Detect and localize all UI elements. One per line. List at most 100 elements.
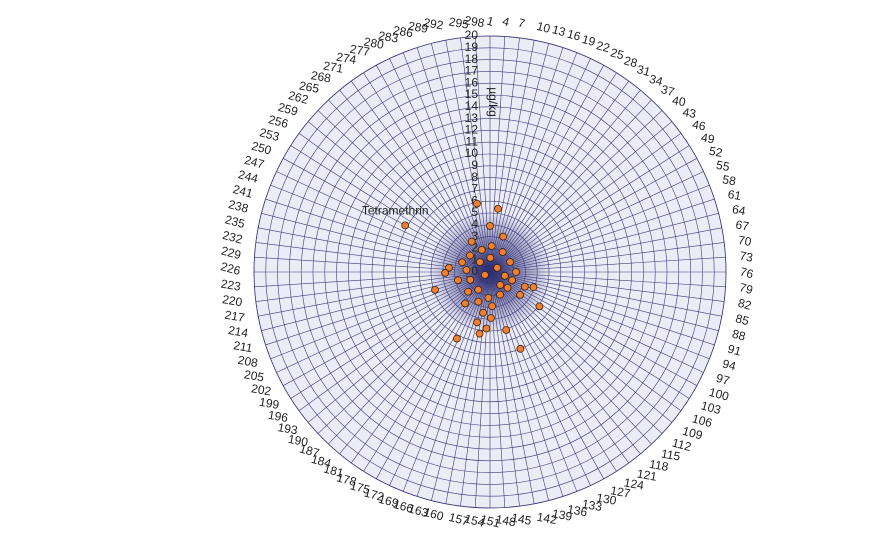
- data-point: [473, 199, 481, 208]
- angular-tick-label: 163: [407, 501, 430, 520]
- angular-tick-label: 154: [463, 511, 486, 530]
- data-point: [458, 258, 467, 267]
- angular-tick-label: 232: [221, 228, 244, 247]
- angular-tick-label: 73: [738, 249, 754, 265]
- angular-tick-label: 127: [609, 483, 631, 500]
- angular-tick-label: 88: [731, 327, 748, 344]
- angular-tick-label: 37: [660, 82, 677, 99]
- radial-grid-ring: [348, 130, 632, 414]
- data-point: [516, 290, 524, 299]
- radial-grid-ring: [253, 35, 727, 509]
- radial-tick-label: 2: [471, 241, 478, 255]
- data-point: [520, 282, 529, 291]
- angular-tick-label: 43: [682, 105, 698, 121]
- angular-tick-label: 76: [738, 264, 755, 281]
- angular-tick-label: 235: [223, 212, 246, 231]
- data-point: [482, 324, 491, 333]
- data-point: [473, 318, 481, 327]
- radial-tick-label: 18: [465, 52, 479, 66]
- angular-tick-label: 178: [335, 470, 358, 489]
- data-point: [466, 275, 475, 284]
- angular-tick-label: 133: [581, 497, 603, 514]
- data-point: [512, 268, 520, 276]
- angular-tick-label: 199: [258, 395, 280, 412]
- angular-tick-label: 100: [707, 385, 730, 404]
- angular-tick-label: 115: [660, 447, 682, 464]
- center-shading: [428, 210, 552, 334]
- angular-tick-label: 181: [322, 462, 345, 481]
- angular-tick-label: 271: [322, 59, 344, 76]
- angular-tick-label: 124: [623, 475, 645, 492]
- angular-tick-label: 298: [463, 13, 485, 30]
- angular-tick-label: 220: [221, 292, 243, 309]
- angular-tick-label: 79: [738, 280, 755, 297]
- angular-tick-label: 67: [735, 217, 751, 233]
- angular-tick-label: 1: [485, 14, 495, 29]
- angular-tick-label: 130: [595, 490, 617, 507]
- radial-grid-ring: [359, 141, 621, 403]
- data-point: [487, 242, 496, 250]
- radial-tick-label: 20: [465, 28, 479, 42]
- data-point: [503, 283, 512, 292]
- angular-tick-label: 52: [708, 144, 724, 160]
- angular-tick-label: 49: [700, 130, 716, 146]
- radial-grid-ring: [300, 82, 680, 462]
- angular-tick-label: 262: [287, 88, 310, 107]
- radial-grid-ring: [277, 59, 703, 485]
- angular-tick-label: 205: [243, 367, 265, 384]
- angular-tick-label: 25: [609, 45, 626, 62]
- angular-tick-label: 211: [232, 338, 254, 355]
- angular-tick-label: 157: [447, 510, 470, 529]
- angular-tick-label: 259: [276, 100, 299, 119]
- angular-tick-label: 283: [377, 28, 399, 45]
- data-point: [474, 297, 483, 306]
- angular-tick-label: 112: [671, 436, 693, 455]
- radial-tick-label: 7: [471, 182, 478, 196]
- angular-tick-label: 244: [237, 167, 260, 186]
- radial-grid-ring: [265, 47, 715, 497]
- angular-tick-label: 151: [479, 512, 502, 531]
- radial-grid-ring: [383, 165, 597, 379]
- angular-tick-label: 238: [227, 197, 250, 216]
- data-point: [508, 276, 517, 285]
- angular-tick-label: 148: [495, 512, 517, 529]
- angular-tick-label: 172: [363, 485, 386, 504]
- angular-tick-label: 208: [237, 353, 259, 370]
- angular-tick-label: 223: [220, 277, 242, 294]
- angular-tick-label: 70: [737, 233, 753, 249]
- radial-tick-label: 0: [471, 264, 478, 278]
- angular-tick-label: 253: [258, 125, 281, 144]
- angular-tick-label: 226: [219, 259, 242, 278]
- angular-tick-label: 247: [243, 153, 266, 172]
- data-point: [462, 266, 471, 274]
- radial-tick-label: 19: [465, 40, 479, 54]
- angular-tick-label: 196: [267, 408, 289, 425]
- angular-tick-label: 250: [250, 139, 273, 158]
- radial-tick-label: 16: [465, 75, 479, 89]
- radial-tick-label: 15: [465, 87, 479, 101]
- data-point: [498, 248, 507, 256]
- angular-tick-label: 64: [731, 202, 747, 218]
- angular-tick-label: 55: [715, 158, 731, 174]
- radial-axis-title: µg/kg: [486, 87, 500, 117]
- data-point: [480, 271, 489, 279]
- data-point: [467, 237, 476, 246]
- annotation: Tetramethrin: [362, 204, 429, 218]
- angular-tick-label: 28: [622, 53, 639, 70]
- angular-tick-label: 229: [220, 244, 243, 263]
- data-point: [486, 222, 494, 230]
- points: [401, 199, 544, 353]
- angular-tick-label: 91: [726, 342, 743, 359]
- radial-grid-ring: [407, 189, 573, 355]
- radial-grid-ring: [324, 106, 656, 438]
- angular-tick-label: 277: [349, 42, 371, 59]
- radial-tick-label: 17: [465, 64, 479, 78]
- angular-tick-label: 175: [349, 478, 372, 497]
- angular-tick-label: 121: [636, 467, 658, 484]
- data-point: [496, 290, 504, 299]
- radial-tick-label: 10: [465, 146, 479, 160]
- angular-tick-label: 82: [736, 296, 753, 313]
- data-point: [488, 302, 497, 311]
- angular-tick-label: 40: [671, 93, 687, 109]
- angular-tick-label: 202: [250, 381, 272, 398]
